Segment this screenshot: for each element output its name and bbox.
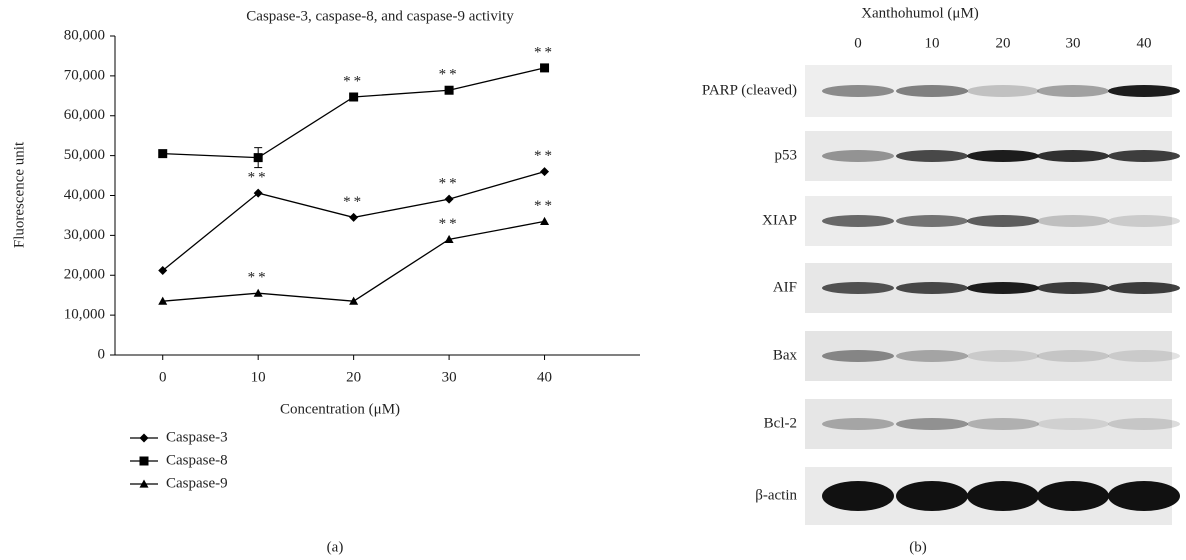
- blot-band: [896, 215, 968, 227]
- lane-label: 20: [996, 35, 1011, 51]
- y-tick-label: 70,000: [64, 67, 105, 83]
- blot-band: [967, 85, 1039, 97]
- significance-label: **: [248, 170, 269, 186]
- legend-label: Caspase-3: [166, 429, 228, 445]
- blot-band: [1037, 215, 1109, 227]
- blot-band: [822, 85, 894, 97]
- x-tick-label: 30: [442, 369, 457, 385]
- blot-band: [822, 350, 894, 362]
- figure: Caspase-3, caspase-8, and caspase-9 acti…: [0, 0, 1186, 560]
- y-tick-label: 20,000: [64, 267, 105, 283]
- y-tick-label: 0: [98, 346, 106, 362]
- x-tick-label: 40: [537, 369, 552, 385]
- y-tick-label: 80,000: [64, 27, 105, 43]
- legend-label: Caspase-8: [166, 452, 228, 468]
- lane-label: 40: [1137, 35, 1152, 51]
- blot-band: [1108, 350, 1180, 362]
- legend-label: Caspase-9: [166, 475, 228, 491]
- blot-band: [822, 282, 894, 294]
- marker: [254, 289, 263, 297]
- panel-label: (a): [327, 539, 344, 555]
- blot-band: [1108, 85, 1180, 97]
- row-label: Bcl-2: [764, 415, 797, 431]
- blot-band: [1037, 418, 1109, 430]
- lane-label: 10: [925, 35, 940, 51]
- blot-band: [967, 215, 1039, 227]
- y-tick-label: 40,000: [64, 187, 105, 203]
- series-line: [163, 221, 545, 301]
- blot-band: [822, 150, 894, 162]
- blot-band: [967, 481, 1039, 511]
- blot-band: [967, 150, 1039, 162]
- blot-band: [896, 85, 968, 97]
- row-label: PARP (cleaved): [702, 82, 797, 98]
- legend-marker: [140, 434, 149, 443]
- significance-label: **: [248, 270, 269, 286]
- blot-band: [896, 350, 968, 362]
- blot-band: [1037, 85, 1109, 97]
- blot-band: [1037, 350, 1109, 362]
- marker: [540, 217, 549, 225]
- blot-band: [1037, 150, 1109, 162]
- significance-label: **: [343, 73, 364, 89]
- y-tick-label: 10,000: [64, 307, 105, 323]
- blot-band: [822, 215, 894, 227]
- panel-label: (b): [909, 539, 927, 555]
- lane-label: 30: [1066, 35, 1081, 51]
- blot-band: [822, 418, 894, 430]
- blot-band: [967, 418, 1039, 430]
- significance-label: **: [439, 176, 460, 192]
- blot-band: [1108, 150, 1180, 162]
- row-label: AIF: [773, 279, 797, 295]
- blot-band: [1108, 282, 1180, 294]
- blot-band: [896, 150, 968, 162]
- marker: [349, 213, 358, 222]
- chart-title: Caspase-3, caspase-8, and caspase-9 acti…: [246, 8, 514, 24]
- marker: [158, 149, 167, 158]
- marker: [540, 63, 549, 72]
- lane-label: 0: [854, 35, 862, 51]
- legend-marker: [140, 457, 149, 466]
- marker: [349, 93, 358, 102]
- significance-label: **: [439, 216, 460, 232]
- significance-label: **: [439, 67, 460, 83]
- marker: [540, 167, 549, 176]
- blot-band: [1108, 215, 1180, 227]
- significance-label: **: [534, 148, 555, 164]
- significance-label: **: [343, 194, 364, 210]
- row-label: XIAP: [762, 212, 797, 228]
- marker: [254, 153, 263, 162]
- blot-band: [1037, 481, 1109, 511]
- x-tick-label: 0: [159, 369, 167, 385]
- blot-band: [1037, 282, 1109, 294]
- x-tick-label: 10: [251, 369, 266, 385]
- row-label: β-actin: [755, 487, 797, 503]
- x-tick-label: 20: [346, 369, 361, 385]
- blot-band: [896, 282, 968, 294]
- y-tick-label: 60,000: [64, 107, 105, 123]
- row-label: Bax: [773, 347, 798, 363]
- x-axis-label: Concentration (μM): [280, 401, 400, 417]
- blot-band: [967, 282, 1039, 294]
- blot-band: [1108, 481, 1180, 511]
- row-label: p53: [775, 147, 798, 163]
- blot-band: [1108, 418, 1180, 430]
- blot-band: [896, 481, 968, 511]
- y-tick-label: 50,000: [64, 147, 105, 163]
- y-tick-label: 30,000: [64, 227, 105, 243]
- significance-label: **: [534, 44, 555, 60]
- blot-title: Xanthohumol (μM): [861, 5, 979, 21]
- marker: [445, 195, 454, 204]
- significance-label: **: [534, 198, 555, 214]
- blot-band: [896, 418, 968, 430]
- blot-band: [822, 481, 894, 511]
- y-axis-label: Fluorescence unit: [11, 141, 27, 248]
- marker: [445, 86, 454, 95]
- blot-band: [967, 350, 1039, 362]
